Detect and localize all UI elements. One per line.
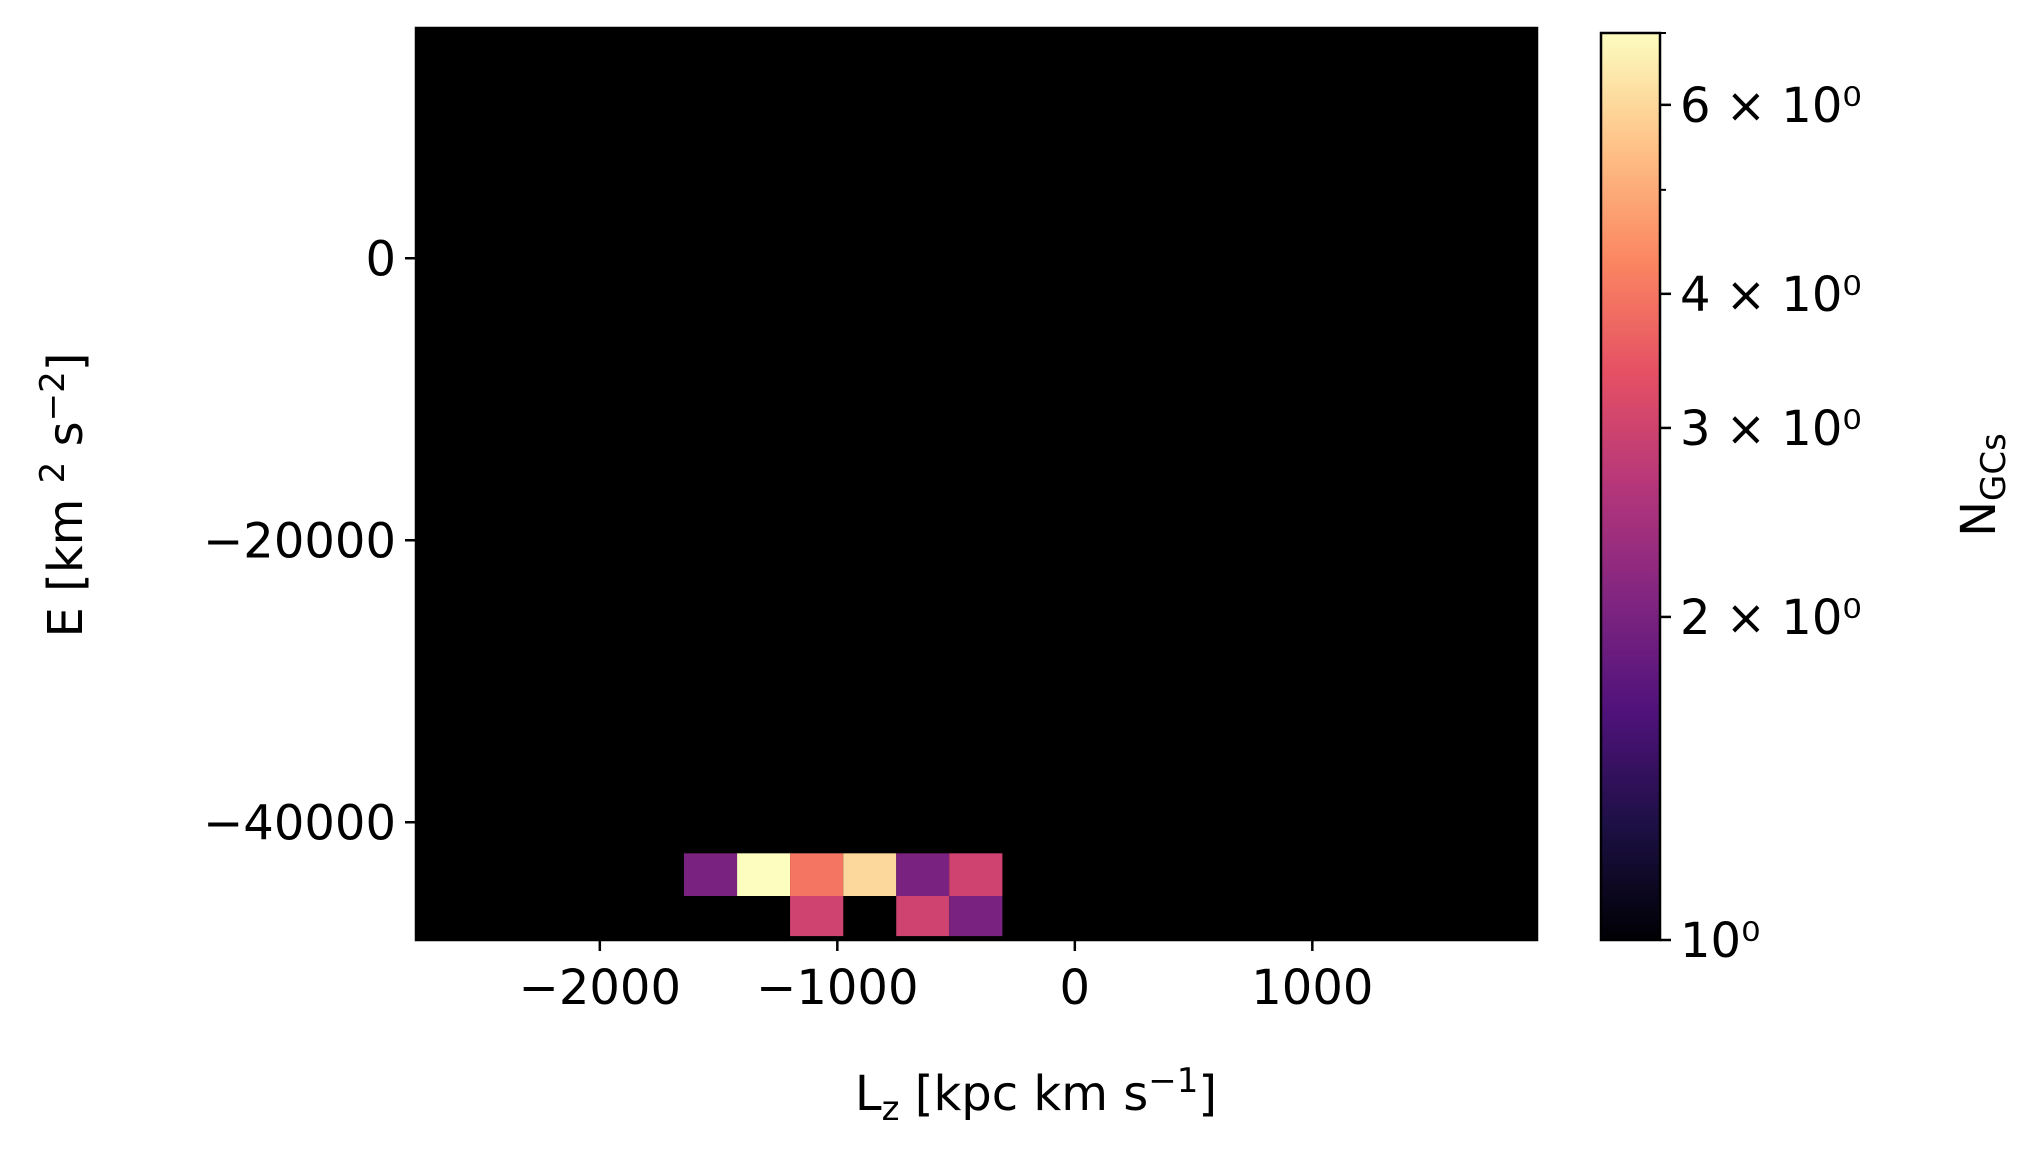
heatmap-cell: [790, 895, 844, 937]
y-label-part: ]: [38, 353, 94, 372]
y-label-sup: −2: [33, 371, 73, 421]
heatmap-cell: [949, 895, 1003, 937]
plot-frame: [414, 26, 1539, 942]
colorbar-label-sub: GCs: [1974, 433, 2014, 501]
colorbar-tick-label: 10⁰: [1680, 913, 1760, 969]
y-tick-label: 0: [365, 231, 396, 287]
heatmap-cell: [843, 853, 897, 896]
colorbar-tick-label: 6 × 10⁰: [1680, 78, 1862, 134]
x-tick-label: 1000: [1251, 960, 1373, 1016]
colorbar-label-part: N: [1951, 501, 2007, 537]
x-label-sub: z: [882, 1089, 900, 1129]
colorbar-tick-label: 3 × 10⁰: [1680, 401, 1862, 457]
heatmap-cell: [896, 895, 950, 937]
heatmap-cell: [683, 853, 738, 896]
y-tick-label: −40000: [203, 795, 396, 851]
y-label-sup: 2: [33, 462, 73, 484]
x-label-sup: −1: [1148, 1061, 1198, 1101]
colorbar: [1599, 31, 1662, 942]
x-axis-label: Lz [kpc km s−1]: [855, 1061, 1217, 1129]
heatmap-cell: [737, 853, 791, 896]
y-tick-label: −20000: [203, 513, 396, 569]
x-tick-label: 0: [1060, 960, 1091, 1016]
heatmap-cell: [790, 853, 844, 896]
heatmap-cell: [896, 853, 950, 896]
y-label-part: E [km: [38, 483, 94, 637]
x-tick-label: −2000: [519, 960, 681, 1016]
x-label-part: ]: [1198, 1066, 1217, 1122]
y-label-part: s: [38, 421, 94, 461]
x-label-part: L: [855, 1066, 882, 1122]
colorbar-tick-label: 4 × 10⁰: [1680, 267, 1862, 323]
x-label-part: [kpc km s: [900, 1066, 1149, 1122]
plot-background: [416, 28, 1537, 940]
colorbar-tick-label: 2 × 10⁰: [1680, 590, 1862, 646]
heatmap-cell: [949, 853, 1003, 896]
x-tick-label: −1000: [756, 960, 918, 1016]
colorbar-label: NGCs: [1951, 433, 2014, 537]
y-axis-label: E [km 2 s−2]: [33, 353, 94, 638]
